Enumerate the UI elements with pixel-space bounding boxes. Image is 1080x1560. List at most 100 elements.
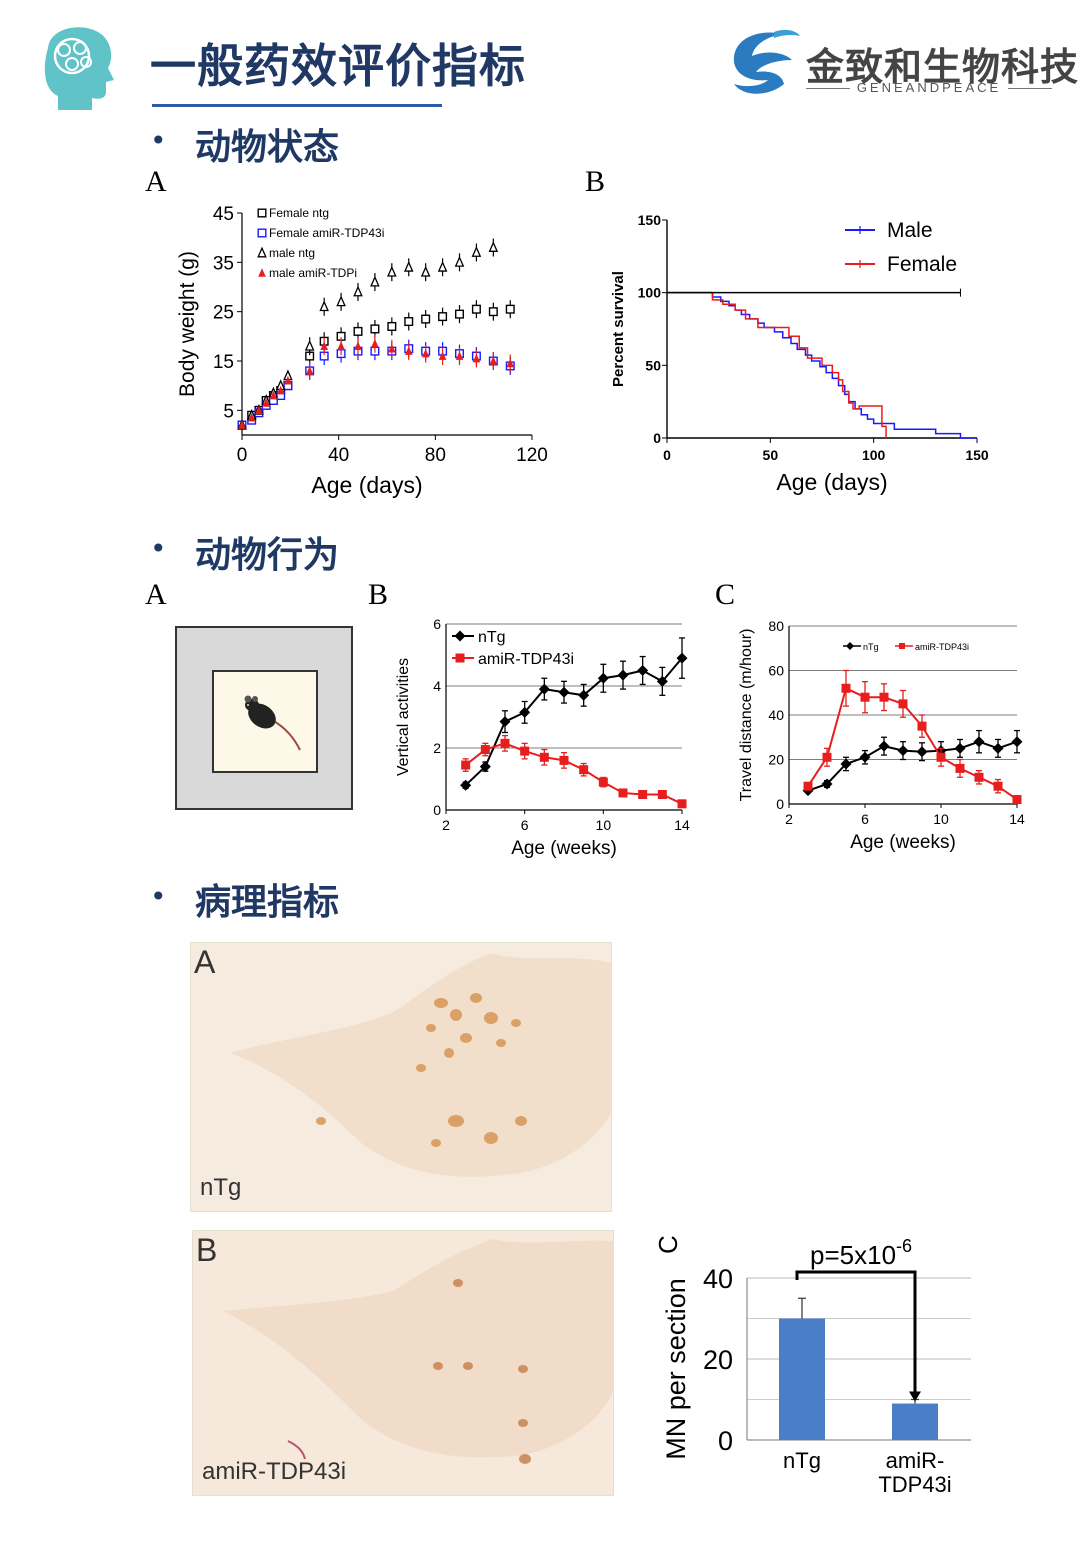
data-point [578,689,590,701]
legend-label: Female [887,253,957,276]
y-tick-label: 20 [768,752,784,768]
data-point [387,265,397,277]
data-point [480,745,490,755]
data-point [488,241,499,252]
data-point [455,653,465,663]
page-title: 一般药效评价指标 [150,39,526,93]
y-tick-label: 25 [213,303,234,324]
y-axis-label: Vertical activities [395,658,412,776]
significance-bracket [795,1270,917,1398]
data-point [489,356,498,365]
data-point [454,255,465,267]
data-point [370,275,380,287]
data-point [404,317,414,327]
data-point [421,314,431,324]
data-point [437,260,448,272]
data-point [319,300,329,312]
data-point [878,740,890,752]
data-point [336,295,346,307]
data-point [860,692,870,702]
data-point [276,385,285,395]
legend-label: nTg [478,629,506,646]
histology-label-ntg: nTg [200,1174,242,1201]
y-axis-label: Body weight (g) [176,251,199,397]
stained-tissue-image [191,943,611,1211]
data-point [454,630,466,642]
section-bullet: • [150,124,167,157]
data-point [506,358,515,368]
y-tick-label: 40 [703,1264,733,1294]
data-point [954,742,966,754]
x-tick-label: amiR- [886,1448,945,1473]
data-point [404,346,413,355]
x-tick-label: TDP43i [878,1472,951,1497]
y-tick-label: 80 [768,618,784,634]
x-tick-label: 40 [328,445,349,466]
data-point [617,669,629,681]
x-tick-label: 14 [674,817,690,833]
brand-rule-left [806,88,850,89]
survival-chart: 0 50 100 150 0 50 100 150 Age (days) Percent surv… [610,212,989,495]
data-point [257,228,267,238]
x-tick-label: 100 [862,447,886,463]
panel-letter: B [368,578,389,611]
head-brain-logo-icon [44,27,114,111]
data-point [803,781,813,791]
data-point [255,405,263,415]
data-point [879,692,889,702]
data-point [305,366,314,375]
data-point [353,326,363,336]
data-point [371,338,379,348]
data-point [354,341,362,350]
panel-letter: A [145,165,167,198]
data-point [993,781,1003,791]
data-point [539,752,549,762]
p-value-annotation: p=5x10-6 [810,1236,912,1270]
data-point [387,321,397,331]
x-tick-label: 0 [663,447,671,463]
section-bullet: • [150,880,167,913]
data-point [403,260,414,272]
data-point [840,758,852,770]
data-point [637,665,649,676]
x-tick-label: 120 [516,445,548,466]
brand-subtitle: GENEANDPEACE [856,80,1002,95]
data-point [499,716,511,728]
y-tick-label: 20 [703,1345,733,1375]
data-point [257,208,267,218]
title-underline [152,104,442,107]
data-point [488,307,498,317]
data-point [421,348,430,358]
travel-distance-chart: 0 20 40 60 80 2 6 10 14 Age (weeks) Travel distanc… [738,618,1025,853]
legend-label: Female ntg [269,206,329,220]
histology-letter: B [196,1232,218,1268]
data-point [579,765,589,775]
data-point [598,777,608,787]
x-tick-label: nTg [783,1448,821,1473]
y-tick-label: 15 [213,352,234,373]
data-point [519,706,531,718]
legend-label: Female amiR-TDP43i [269,226,384,240]
data-point [638,790,648,799]
x-axis-label: Age (days) [311,472,422,498]
data-point [269,390,278,400]
section-title-animal-state: 动物状态 [195,127,340,168]
panel-letter: C [653,1235,683,1254]
data-point [859,751,871,763]
series-line [807,740,1018,792]
data-point [936,752,946,762]
x-tick-label: 6 [521,817,529,833]
y-tick-label: 35 [213,253,234,274]
x-tick-label: 6 [861,811,869,827]
data-point [471,246,482,257]
data-point [597,672,609,684]
y-tick-label: 45 [213,204,234,225]
x-tick-label: 10 [933,811,949,827]
y-tick-label: 0 [653,430,661,446]
data-point [370,324,380,334]
y-axis-label: Travel distance (m/hour) [738,629,755,802]
data-point [420,265,431,277]
data-point [500,738,510,748]
x-tick-label: 150 [965,447,989,463]
body-weight-chart: 5 15 25 35 45 0 40 80 120 Age (days) Body weight (… [176,204,548,498]
